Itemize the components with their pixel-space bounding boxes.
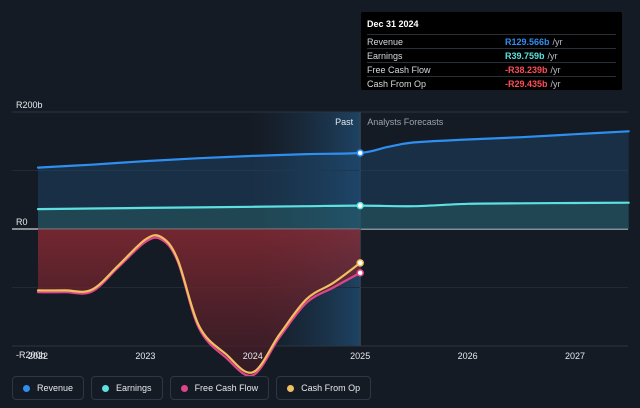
legend-label: Cash From Op — [301, 383, 361, 393]
x-tick-label: 2023 — [135, 351, 155, 361]
tooltip-row: Earnings R39.759b/yr — [367, 48, 616, 62]
cash-from-op-line — [36, 234, 362, 374]
cash-from-op-marker[interactable] — [356, 259, 364, 267]
x-tick-label: 2022 — [28, 351, 48, 361]
tooltip-row-label: Cash From Op — [367, 78, 427, 89]
tooltip-row-value: -R38.239b — [505, 64, 548, 75]
free-cash-flow-marker[interactable] — [356, 269, 364, 277]
y-tick-label: R0 — [16, 217, 28, 227]
legend-dot-icon — [102, 384, 110, 392]
tooltip-row-label: Revenue — [367, 36, 404, 47]
revenue-marker[interactable] — [356, 149, 364, 157]
x-tick-label: 2025 — [350, 351, 370, 361]
legend-dot-icon — [23, 384, 30, 392]
legend-label: Revenue — [37, 383, 74, 393]
tooltip-row: Cash From Op -R29.435b/yr — [367, 76, 616, 90]
earnings-area — [38, 202, 629, 229]
legend-cash-from-op-button[interactable]: Cash From Op — [276, 376, 372, 400]
tooltip-row-unit: /yr — [547, 50, 558, 61]
tooltip-row-unit: /yr — [550, 64, 561, 75]
legend: Revenue Earnings Free Cash Flow Cash From O… — [12, 376, 372, 400]
forecast-label: Analysts Forecasts — [367, 117, 444, 127]
tooltip-row-unit: /yr — [552, 36, 563, 47]
x-tick-label: 2026 — [458, 351, 478, 361]
tooltip-row-unit: /yr — [550, 78, 561, 89]
earnings-line — [36, 201, 630, 211]
y-tick-label: R200b — [16, 100, 43, 110]
past-label: Past — [335, 117, 354, 127]
tooltip: Dec 31 2024 Revenue R129.566b/yr Earnings R… — [361, 12, 622, 90]
tooltip-date: Dec 31 2024 — [367, 19, 419, 29]
tooltip-row: Free Cash Flow -R38.239b/yr — [367, 62, 616, 76]
tooltip-row: Revenue R129.566b/yr — [367, 34, 616, 48]
legend-earnings-button[interactable]: Earnings — [91, 376, 163, 400]
tooltip-row-label: Earnings — [367, 50, 403, 61]
tooltip-row-value: -R29.435b — [505, 78, 548, 89]
earnings-marker[interactable] — [356, 201, 364, 210]
tooltip-row-value: R129.566b — [505, 36, 550, 47]
tooltip-row-value: R39.759b — [505, 50, 545, 61]
x-tick-label: 2027 — [565, 351, 585, 361]
legend-revenue-button[interactable]: Revenue — [12, 376, 85, 400]
tooltip-row-label: Free Cash Flow — [367, 64, 431, 75]
legend-dot-icon — [180, 384, 188, 392]
x-tick-label: 2024 — [243, 351, 263, 361]
legend-label: Earnings — [116, 383, 152, 393]
y-tick-label: -R200b — [16, 350, 46, 360]
legend-label: Free Cash Flow — [194, 383, 259, 393]
legend-free-cash-flow-button[interactable]: Free Cash Flow — [169, 376, 270, 400]
legend-dot-icon — [287, 384, 295, 392]
